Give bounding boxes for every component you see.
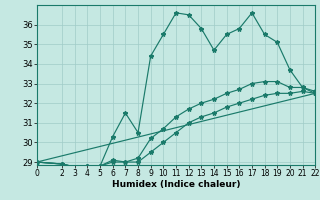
X-axis label: Humidex (Indice chaleur): Humidex (Indice chaleur) [112,180,240,189]
